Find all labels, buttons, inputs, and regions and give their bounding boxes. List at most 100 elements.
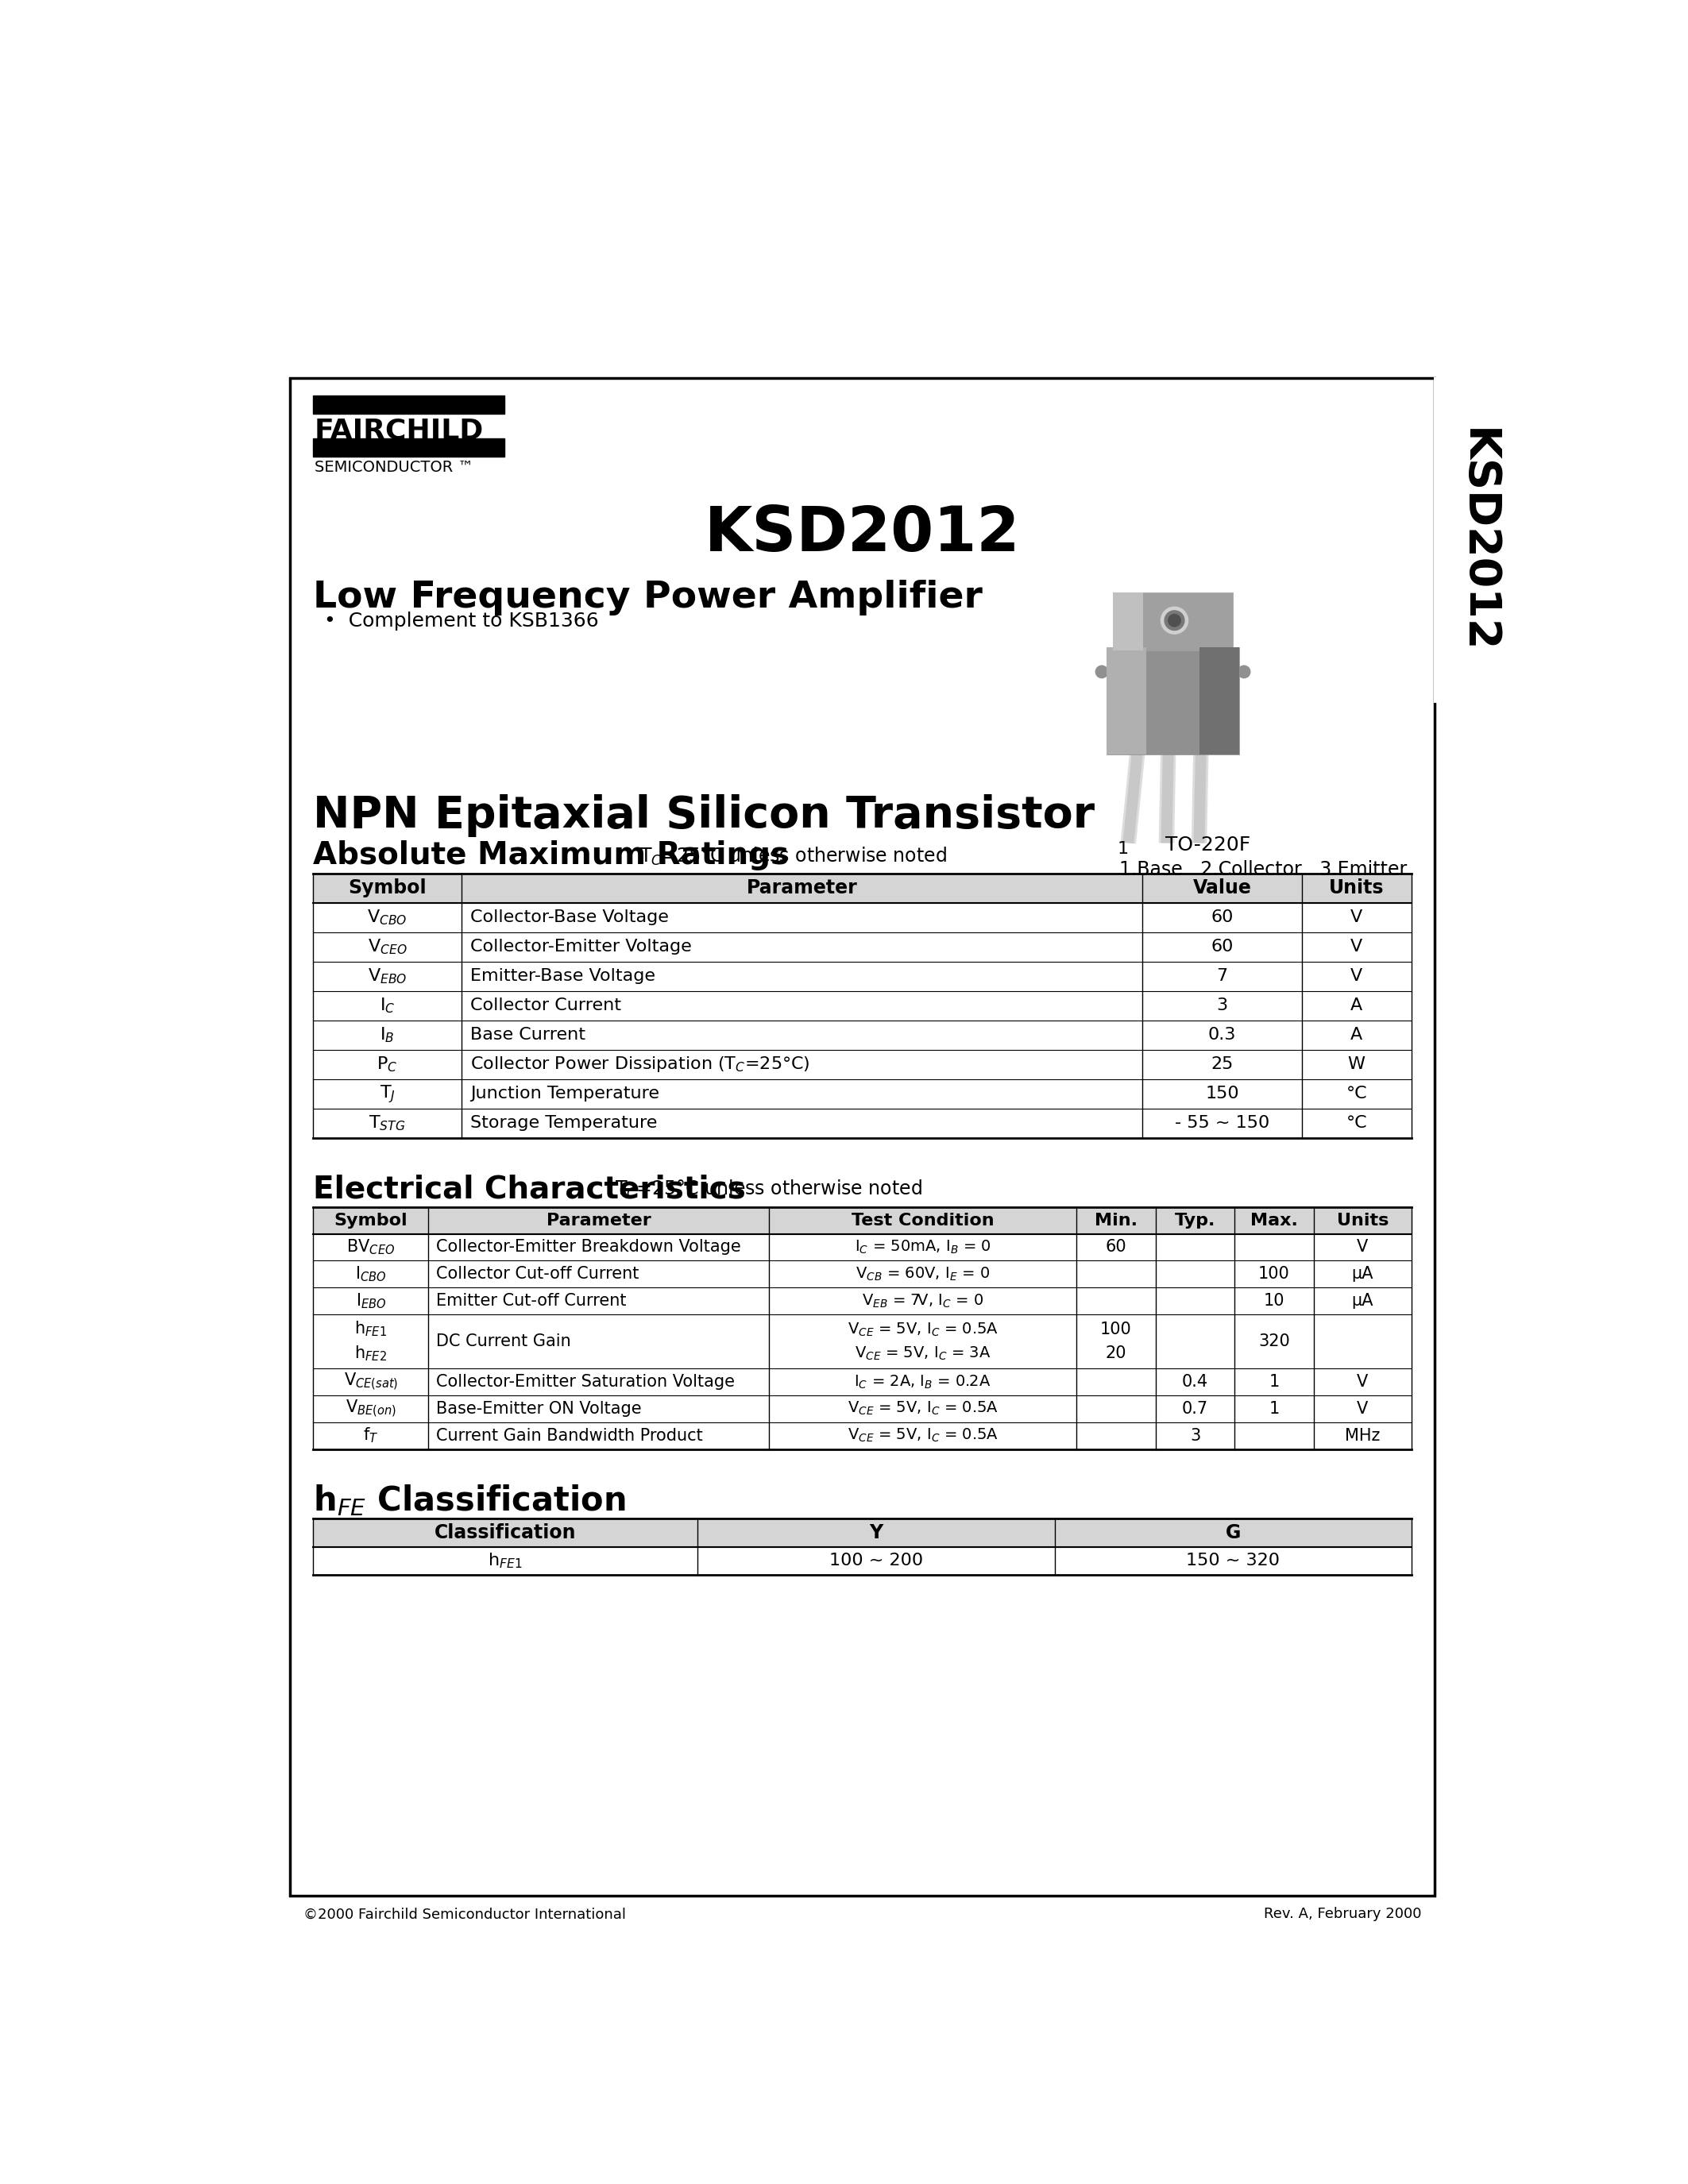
Bar xyxy=(314,1079,1411,1109)
Circle shape xyxy=(1165,612,1185,631)
Text: Low Frequency Power Amplifier: Low Frequency Power Amplifier xyxy=(314,581,982,616)
Text: Storage Temperature: Storage Temperature xyxy=(469,1116,657,1131)
Bar xyxy=(314,1289,1411,1315)
Bar xyxy=(314,961,1411,992)
Text: °C: °C xyxy=(1345,1116,1367,1131)
Text: I$_{C}$ = 2A, I$_{B}$ = 0.2A: I$_{C}$ = 2A, I$_{B}$ = 0.2A xyxy=(854,1374,991,1391)
Text: P$_{C}$: P$_{C}$ xyxy=(376,1055,398,1075)
Text: Classification: Classification xyxy=(434,1522,576,1542)
Text: Max.: Max. xyxy=(1251,1212,1298,1227)
Text: MHz: MHz xyxy=(1345,1428,1381,1444)
Text: I$_{C}$ = 50mA, I$_{B}$ = 0: I$_{C}$ = 50mA, I$_{B}$ = 0 xyxy=(854,1238,991,1256)
Text: V$_{CEO}$: V$_{CEO}$ xyxy=(368,937,407,957)
Text: Min.: Min. xyxy=(1094,1212,1138,1227)
Text: T$_{STG}$: T$_{STG}$ xyxy=(370,1114,405,1133)
Text: Emitter-Base Voltage: Emitter-Base Voltage xyxy=(469,968,655,985)
Text: 1: 1 xyxy=(1269,1400,1280,1417)
Text: Units: Units xyxy=(1337,1212,1389,1227)
Text: DC Current Gain: DC Current Gain xyxy=(436,1334,571,1350)
Bar xyxy=(314,1422,1411,1448)
Text: μA: μA xyxy=(1352,1293,1374,1308)
Text: Y: Y xyxy=(869,1522,883,1542)
Text: 150 ~ 320: 150 ~ 320 xyxy=(1187,1553,1280,1568)
Text: 100: 100 xyxy=(1258,1267,1290,1282)
Text: V: V xyxy=(1350,911,1362,926)
Bar xyxy=(1112,592,1143,651)
Bar xyxy=(314,874,1411,902)
Bar xyxy=(1112,592,1232,651)
Text: •  Complement to KSB1366: • Complement to KSB1366 xyxy=(324,612,599,631)
Text: Emitter Cut-off Current: Emitter Cut-off Current xyxy=(436,1293,626,1308)
Text: V: V xyxy=(1357,1400,1369,1417)
Text: Test Condition: Test Condition xyxy=(851,1212,994,1227)
Bar xyxy=(314,1051,1411,1079)
Text: TO-220F: TO-220F xyxy=(1165,834,1251,854)
Text: Collector-Emitter Breakdown Voltage: Collector-Emitter Breakdown Voltage xyxy=(436,1238,741,1256)
Text: - 55 ~ 150: - 55 ~ 150 xyxy=(1175,1116,1269,1131)
Text: V$_{EB}$ = 7V, I$_{C}$ = 0: V$_{EB}$ = 7V, I$_{C}$ = 0 xyxy=(863,1293,984,1310)
Text: Typ.: Typ. xyxy=(1175,1212,1215,1227)
Text: I$_{EBO}$: I$_{EBO}$ xyxy=(356,1291,387,1310)
Text: 60: 60 xyxy=(1106,1238,1126,1256)
Text: Junction Temperature: Junction Temperature xyxy=(469,1085,658,1101)
Text: 60: 60 xyxy=(1210,939,1234,954)
Text: V$_{CE(sat)}$: V$_{CE(sat)}$ xyxy=(344,1372,398,1391)
Text: I$_{CBO}$: I$_{CBO}$ xyxy=(354,1265,387,1284)
Bar xyxy=(314,1546,1411,1575)
Text: 0.7: 0.7 xyxy=(1182,1400,1209,1417)
Text: f$_{T}$: f$_{T}$ xyxy=(363,1426,378,1446)
Text: A: A xyxy=(1350,998,1362,1013)
Text: I$_{C}$: I$_{C}$ xyxy=(380,996,395,1016)
Text: V: V xyxy=(1357,1374,1369,1389)
Text: 7: 7 xyxy=(1217,968,1227,985)
Text: 100: 100 xyxy=(1101,1321,1133,1337)
Text: 10: 10 xyxy=(1264,1293,1285,1308)
Text: °C: °C xyxy=(1345,1085,1367,1101)
Text: μA: μA xyxy=(1352,1267,1374,1282)
Text: SEMICONDUCTOR ™: SEMICONDUCTOR ™ xyxy=(314,459,473,474)
Text: ©2000 Fairchild Semiconductor International: ©2000 Fairchild Semiconductor Internatio… xyxy=(304,1907,626,1922)
Text: h$_{FE1}$: h$_{FE1}$ xyxy=(354,1319,387,1339)
Circle shape xyxy=(1161,607,1188,633)
Text: Base Current: Base Current xyxy=(469,1026,586,1044)
Text: Collector Cut-off Current: Collector Cut-off Current xyxy=(436,1267,638,1282)
Text: V$_{BE(on)}$: V$_{BE(on)}$ xyxy=(346,1398,397,1420)
Bar xyxy=(314,1208,1411,1234)
Text: V: V xyxy=(1350,968,1362,985)
Bar xyxy=(314,395,505,413)
Text: h$_{FE2}$: h$_{FE2}$ xyxy=(354,1345,387,1363)
Text: Collector-Base Voltage: Collector-Base Voltage xyxy=(469,911,668,926)
Text: T$_{J}$: T$_{J}$ xyxy=(380,1083,395,1105)
Text: FAIRCHILD: FAIRCHILD xyxy=(314,417,484,443)
Text: KSD2012: KSD2012 xyxy=(1455,428,1499,653)
Text: 25: 25 xyxy=(1210,1057,1234,1072)
Text: Electrical Characteristics: Electrical Characteristics xyxy=(314,1173,746,1203)
Text: V$_{EBO}$: V$_{EBO}$ xyxy=(368,968,407,985)
Text: 20: 20 xyxy=(1106,1345,1126,1361)
Text: BV$_{CEO}$: BV$_{CEO}$ xyxy=(346,1238,395,1256)
Text: T$_{C}$=25°C unless otherwise noted: T$_{C}$=25°C unless otherwise noted xyxy=(640,845,947,867)
Text: 150: 150 xyxy=(1205,1085,1239,1101)
Bar xyxy=(314,1396,1411,1422)
Text: V: V xyxy=(1350,939,1362,954)
Text: Base-Emitter ON Voltage: Base-Emitter ON Voltage xyxy=(436,1400,641,1417)
Bar xyxy=(314,1260,1411,1289)
Bar xyxy=(314,1315,1411,1369)
Bar xyxy=(314,1369,1411,1396)
Text: Symbol: Symbol xyxy=(348,878,427,898)
Text: Collector Power Dissipation (T$_{C}$=25°C): Collector Power Dissipation (T$_{C}$=25°… xyxy=(469,1055,810,1075)
Bar xyxy=(290,378,1435,1896)
Bar xyxy=(314,1020,1411,1051)
Text: h$_{FE1}$: h$_{FE1}$ xyxy=(488,1551,523,1570)
Text: Rev. A, February 2000: Rev. A, February 2000 xyxy=(1264,1907,1421,1922)
Text: h$_{FE}$ Classification: h$_{FE}$ Classification xyxy=(314,1483,626,1518)
Bar xyxy=(314,1109,1411,1138)
Bar xyxy=(314,1518,1411,1546)
Circle shape xyxy=(1237,666,1251,677)
Text: V$_{CBO}$: V$_{CBO}$ xyxy=(368,909,407,926)
Bar xyxy=(1435,378,1519,703)
Text: 60: 60 xyxy=(1210,911,1234,926)
Text: NPN Epitaxial Silicon Transistor: NPN Epitaxial Silicon Transistor xyxy=(314,795,1096,836)
Bar xyxy=(314,902,1411,933)
Text: 3: 3 xyxy=(1217,998,1227,1013)
